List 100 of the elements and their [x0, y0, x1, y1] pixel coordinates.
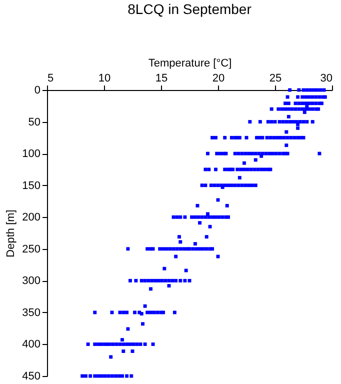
point	[96, 342, 100, 346]
point	[223, 168, 227, 172]
point	[126, 327, 130, 331]
point	[244, 152, 248, 156]
point	[305, 120, 309, 124]
y-tick-label: 350	[22, 306, 40, 319]
point	[284, 120, 288, 124]
point	[152, 310, 156, 314]
point	[204, 247, 208, 251]
point	[244, 184, 248, 188]
point	[143, 304, 147, 308]
point	[198, 221, 202, 225]
point	[268, 152, 272, 156]
point	[282, 136, 286, 140]
point	[133, 310, 137, 314]
point	[297, 107, 301, 111]
point	[224, 152, 228, 156]
point	[270, 120, 274, 124]
point	[93, 310, 97, 314]
point	[270, 152, 274, 156]
point	[300, 102, 304, 106]
point	[193, 215, 197, 219]
point	[260, 154, 264, 158]
point	[154, 278, 158, 282]
point	[151, 247, 155, 251]
point	[156, 310, 160, 314]
point	[310, 102, 314, 106]
point	[178, 247, 182, 251]
point	[247, 184, 251, 188]
point	[225, 204, 229, 208]
point	[252, 168, 256, 172]
point	[276, 107, 280, 111]
point	[100, 342, 104, 346]
y-tick-label: 150	[22, 180, 40, 192]
x-tick-label: 25	[269, 72, 282, 84]
point	[162, 247, 166, 251]
point	[215, 152, 219, 156]
point	[247, 152, 251, 156]
point	[93, 342, 97, 346]
point	[230, 184, 234, 188]
point	[196, 215, 200, 219]
point	[111, 342, 115, 346]
point	[143, 342, 147, 346]
point	[206, 212, 210, 216]
point	[289, 136, 293, 140]
point	[236, 168, 240, 172]
point	[307, 107, 311, 111]
point	[183, 278, 187, 282]
point	[175, 215, 179, 219]
point	[86, 342, 90, 346]
point	[242, 161, 246, 165]
point	[178, 215, 182, 219]
point	[266, 120, 270, 124]
point	[146, 278, 150, 282]
point	[168, 247, 172, 251]
point	[281, 120, 285, 124]
point	[204, 168, 208, 172]
point	[296, 122, 300, 126]
point	[238, 176, 242, 180]
point	[226, 215, 230, 219]
point	[172, 310, 176, 314]
point	[274, 152, 278, 156]
point	[190, 215, 194, 219]
point	[122, 349, 126, 353]
point	[260, 136, 264, 140]
point	[254, 184, 258, 188]
point	[242, 168, 246, 172]
point	[193, 242, 197, 246]
point	[240, 184, 244, 188]
point	[255, 136, 258, 140]
point	[167, 278, 171, 282]
point	[290, 107, 294, 111]
point	[284, 144, 288, 148]
y-tick-label: 450	[22, 370, 40, 382]
point	[239, 168, 243, 172]
point	[164, 247, 168, 251]
point	[146, 310, 150, 314]
point	[160, 278, 164, 282]
point	[138, 342, 142, 346]
point	[298, 120, 302, 124]
point	[233, 184, 237, 188]
point	[286, 107, 290, 111]
point	[272, 136, 276, 140]
y-tick-label: 400	[22, 338, 40, 351]
x-tick-label: 15	[155, 72, 168, 84]
y-tick-label: 300	[22, 275, 40, 288]
point	[246, 168, 250, 172]
point	[151, 342, 155, 346]
point	[194, 247, 198, 251]
point	[204, 184, 208, 188]
point	[196, 204, 200, 208]
point	[149, 287, 152, 291]
point	[118, 310, 122, 314]
point	[254, 152, 258, 156]
point	[118, 342, 122, 346]
point	[292, 120, 295, 124]
point	[209, 184, 213, 188]
point	[141, 322, 144, 326]
point	[318, 152, 322, 156]
point	[170, 278, 174, 282]
